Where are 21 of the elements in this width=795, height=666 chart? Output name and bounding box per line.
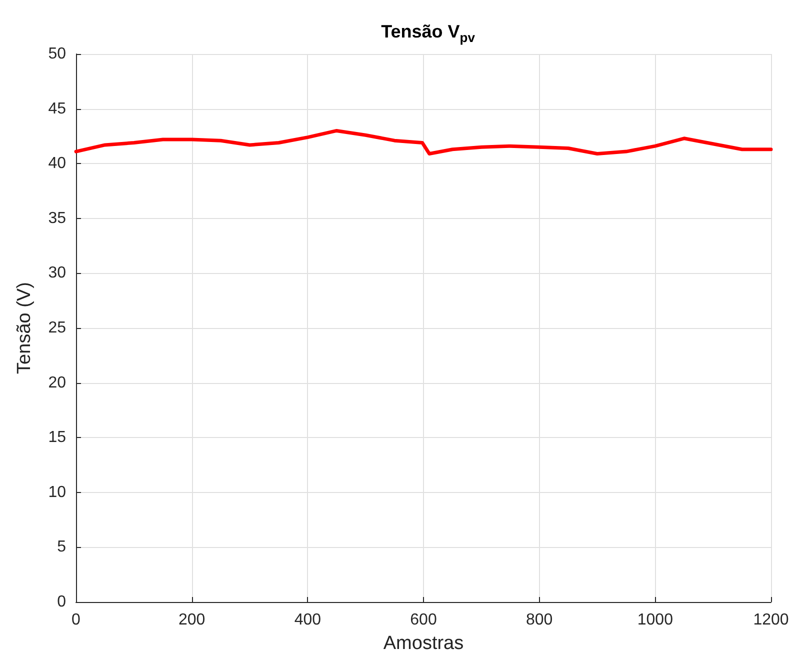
y-tick-label: 45: [48, 100, 66, 118]
x-tick-label: 1200: [753, 612, 789, 628]
y-tick-label: 0: [57, 594, 66, 610]
x-tick-label: 200: [178, 612, 206, 628]
y-axis-title: Tensão (V): [14, 282, 35, 374]
y-tick-label: 10: [48, 484, 66, 501]
y-tick-label: 20: [48, 374, 66, 392]
x-tick-label: 400: [294, 612, 322, 628]
x-axis-title: Amostras: [383, 633, 464, 654]
y-tick-label: 15: [48, 429, 66, 446]
y-tick-label: 50: [48, 46, 66, 62]
y-tick-label: 5: [57, 538, 66, 556]
x-tick-label: 600: [410, 612, 437, 628]
y-tick-label: 35: [48, 210, 66, 227]
y-tick-label: 40: [48, 155, 66, 172]
line-series: [74, 128, 773, 156]
y-tick-label: 30: [48, 264, 66, 282]
y-tick-label: 25: [48, 320, 66, 336]
x-tick-label: 1000: [637, 612, 674, 628]
x-tick-label: 800: [526, 612, 553, 628]
x-tick-label: 0: [72, 612, 81, 628]
